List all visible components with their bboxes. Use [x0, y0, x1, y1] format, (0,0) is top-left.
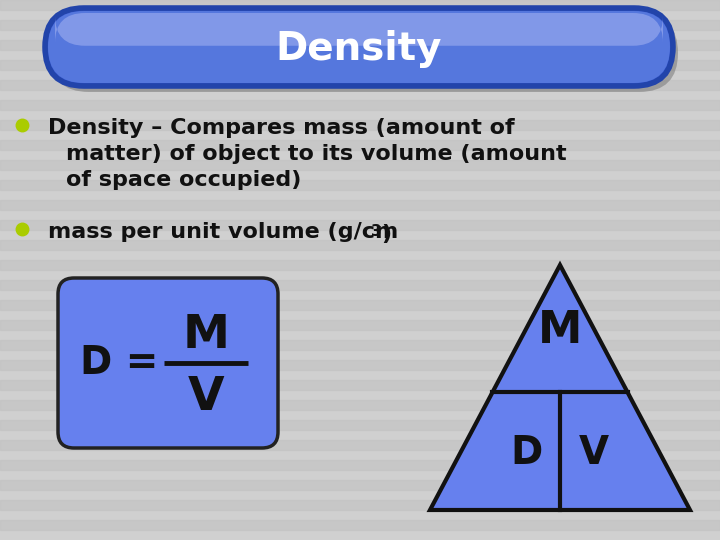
Bar	[0, 340, 720, 350]
FancyBboxPatch shape	[45, 8, 673, 86]
Bar	[0, 280, 720, 290]
Text: V: V	[579, 434, 609, 472]
Bar	[0, 500, 720, 510]
FancyBboxPatch shape	[55, 13, 663, 46]
Bar	[0, 260, 720, 270]
Bar	[0, 180, 720, 190]
Bar	[0, 0, 720, 10]
Bar	[0, 40, 720, 50]
Bar	[0, 420, 720, 430]
Bar	[0, 100, 720, 110]
Bar	[0, 480, 720, 490]
Bar	[0, 520, 720, 530]
Text: Density – Compares mass (amount of: Density – Compares mass (amount of	[48, 118, 515, 138]
Bar	[0, 460, 720, 470]
Text: mass per unit volume (g/cm: mass per unit volume (g/cm	[48, 222, 398, 242]
Text: matter) of object to its volume (amount: matter) of object to its volume (amount	[66, 144, 567, 164]
Bar	[0, 400, 720, 410]
FancyBboxPatch shape	[48, 11, 670, 83]
Bar	[0, 120, 720, 130]
Text: of space occupied): of space occupied)	[66, 170, 302, 190]
Bar	[0, 440, 720, 450]
FancyBboxPatch shape	[58, 278, 278, 448]
Text: 3: 3	[371, 224, 382, 239]
Bar	[0, 160, 720, 170]
Text: ): )	[381, 224, 391, 244]
Bar	[0, 140, 720, 150]
Polygon shape	[430, 265, 690, 510]
Bar	[0, 240, 720, 250]
FancyBboxPatch shape	[50, 14, 678, 92]
Bar	[0, 80, 720, 90]
Text: M: M	[182, 313, 230, 357]
Bar	[0, 320, 720, 330]
Bar	[0, 300, 720, 310]
Text: D: D	[510, 434, 542, 472]
Text: V: V	[188, 375, 225, 420]
Text: D =: D =	[80, 344, 158, 382]
Text: M: M	[538, 309, 582, 352]
Bar	[0, 220, 720, 230]
Bar	[0, 380, 720, 390]
Bar	[0, 360, 720, 370]
Text: Density: Density	[276, 30, 442, 68]
Bar	[0, 60, 720, 70]
Bar	[0, 200, 720, 210]
Bar	[0, 20, 720, 30]
